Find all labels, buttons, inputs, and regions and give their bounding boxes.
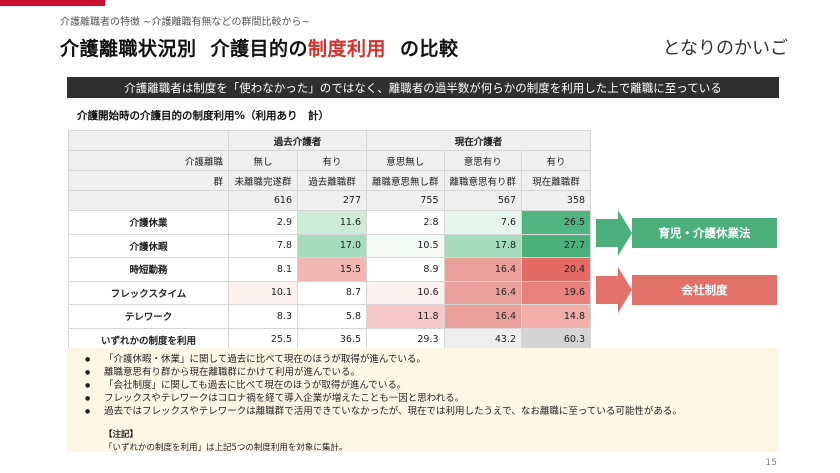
value-cell: 14.8 (521, 304, 592, 329)
title-part-2: 介護目的の (210, 38, 309, 60)
sub1-header-row: 介護離職 無し 有り 意思無し 意思有り 有り (68, 150, 592, 171)
value-cell: 10.6 (366, 280, 445, 305)
value-cell: 17.0 (297, 233, 367, 258)
corner-cell (68, 130, 229, 151)
green-arrow-icon (596, 210, 632, 256)
row-label-caregiving-leave: 介護離職 (68, 150, 229, 171)
value-cell: 16.4 (443, 257, 523, 282)
value-cell: 5.8 (297, 304, 367, 329)
table-caption: 介護開始時の介護目的の制度利用%（利用あり 計） (77, 110, 330, 122)
note-heading: 【注記】 (104, 430, 139, 440)
table-row: テレワーク 8.3 5.8 11.8 16.4 14.8 (68, 304, 592, 329)
key-message-banner: 介護離職者は制度を「使わなかった」のではなく、離職者の過半数が何らかの制度を利用… (67, 77, 779, 98)
value-cell: 2.8 (366, 210, 445, 235)
slide-title: 介護離職状況別 介護目的の制度利用 の比較 (60, 34, 459, 61)
list-item: フレックスやテレワークはコロナ禍を経て導入企業が増えたことも一因と思われる。 (85, 392, 779, 405)
sub2-header: 過去離職群 (297, 170, 367, 191)
table-row: 介護休業 2.9 11.6 2.8 7.6 26.5 (68, 210, 592, 235)
row-label: 介護休暇 (68, 233, 229, 258)
top-accent-bar (0, 0, 105, 6)
sub2-header: 離職意思有り群 (443, 170, 523, 191)
sample-size-row: 616 277 755 567 358 (68, 190, 592, 211)
findings-box: 「介護休暇・休業」に関して過去に比べて現在のほうが取得が進んでいる。 離職意思有… (67, 348, 779, 453)
brand-logo: となりのかいご (662, 38, 788, 59)
title-part-1: 介護離職状況別 (60, 38, 197, 60)
row-label: 時短勤務 (68, 257, 229, 282)
value-cell: 8.9 (366, 257, 445, 282)
row-label: テレワーク (68, 304, 229, 329)
value-cell: 8.3 (228, 304, 298, 329)
page-number: 15 (765, 458, 777, 468)
table-row: 時短勤務 8.1 15.5 8.9 16.4 20.4 (68, 257, 592, 282)
sub2-header-row: 群 未離職完遂群 過去離職群 離職意思無し群 離職意思有り群 現在離職群 (68, 170, 592, 191)
company-system-tag: 会社制度 (632, 275, 777, 305)
sample-size: 616 (228, 190, 298, 211)
sub1-header: 意思無し (366, 150, 445, 171)
group-past-header: 過去介護者 (228, 130, 367, 151)
table-row: いずれかの制度を利用 25.5 36.5 29.3 43.2 60.3 (68, 327, 592, 352)
title-highlight: 制度利用 (308, 38, 387, 60)
value-cell: 29.3 (366, 327, 445, 352)
note-text: 「いずれかの制度を利用」は上記5つの制度利用を対象に集計。 (104, 443, 348, 453)
sub1-header: 無し (228, 150, 298, 171)
value-cell: 10.5 (366, 233, 445, 258)
red-arrow-icon (596, 267, 632, 313)
sample-size: 755 (366, 190, 445, 211)
value-cell: 2.9 (228, 210, 298, 235)
value-cell: 26.5 (521, 210, 592, 235)
value-cell: 27.7 (521, 233, 592, 258)
value-cell: 15.5 (297, 257, 367, 282)
list-item: 「介護休暇・休業」に関して過去に比べて現在のほうが取得が進んでいる。 (85, 353, 779, 366)
value-cell: 16.4 (443, 304, 523, 329)
sample-size: 358 (521, 190, 592, 211)
group-header-row: 過去介護者 現在介護者 (68, 130, 592, 151)
sub2-header: 未離職完遂群 (228, 170, 298, 191)
group-current-header: 現在介護者 (365, 130, 592, 151)
value-cell: 16.4 (443, 280, 523, 305)
value-cell: 11.8 (366, 304, 445, 329)
value-cell: 8.1 (228, 257, 298, 282)
table-row: フレックスタイム 10.1 8.7 10.6 16.4 19.6 (68, 280, 592, 305)
value-cell: 17.8 (443, 233, 523, 258)
value-cell: 7.6 (443, 210, 523, 235)
list-item: 離職意思有り群から現在離職群にかけて利用が進んでいる。 (85, 366, 779, 379)
row-label: 介護休業 (68, 210, 229, 235)
sub1-header: 有り (297, 150, 367, 171)
section-subtitle: 介護離職者の特徴 ~介護離職有無などの群間比較から~ (60, 17, 310, 28)
value-cell: 20.4 (521, 257, 592, 282)
sub2-header: 現在離職群 (521, 170, 592, 191)
callout-arrows (596, 210, 632, 313)
value-cell: 7.8 (228, 233, 298, 258)
value-cell: 19.6 (521, 280, 592, 305)
sample-size: 277 (297, 190, 367, 211)
value-cell: 11.6 (297, 210, 367, 235)
sample-size-label-cell (68, 190, 229, 211)
row-label-group: 群 (68, 170, 229, 191)
findings-list: 「介護休暇・休業」に関して過去に比べて現在のほうが取得が進んでいる。 離職意思有… (85, 353, 779, 418)
comparison-table: 過去介護者 現在介護者 介護離職 無し 有り 意思無し 意思有り 有り 群 未離… (68, 130, 592, 352)
legal-leave-tag: 育児・介護休業法 (632, 218, 777, 248)
value-cell: 10.1 (228, 280, 298, 305)
value-cell: 25.5 (228, 327, 298, 352)
list-item: 「会社制度」に関しても過去に比べて現在のほうが取得が進んでいる。 (85, 379, 779, 392)
title-part-3: の比較 (400, 38, 459, 60)
sample-size: 567 (443, 190, 523, 211)
row-label: フレックスタイム (68, 280, 229, 305)
sub1-header: 有り (521, 150, 592, 171)
value-cell: 8.7 (297, 280, 367, 305)
sub2-header: 離職意思無し群 (366, 170, 445, 191)
sub1-header: 意思有り (443, 150, 523, 171)
table-row: 介護休暇 7.8 17.0 10.5 17.8 27.7 (68, 233, 592, 258)
list-item: 過去ではフレックスやテレワークは離職群で活用できていなかったが、現在では利用した… (85, 405, 779, 418)
